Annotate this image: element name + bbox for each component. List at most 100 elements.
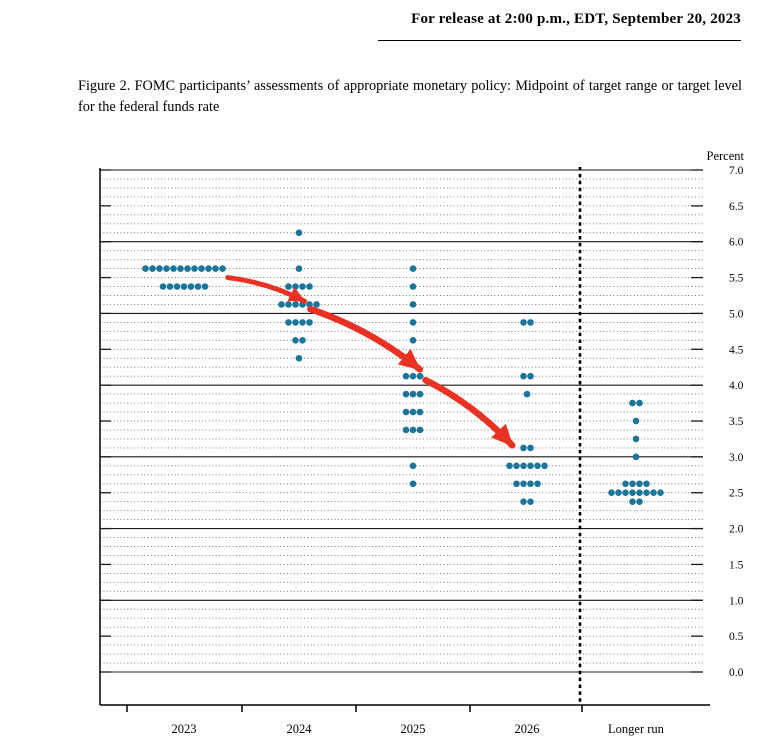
fomc-dot [295,354,303,362]
fomc-dot [212,265,219,272]
fomc-dot [636,399,643,407]
fomc-dot [285,283,292,290]
trend-arrow [225,275,308,304]
y-tick-label: 7.0 [729,165,744,177]
header-rule [378,40,741,41]
fomc-dot [629,489,636,497]
fomc-dot [402,390,410,398]
fomc-dot [416,390,424,398]
fomc-dot [409,426,417,434]
y-tick-label: 0.0 [729,667,744,679]
fomc-dot [299,337,306,344]
fomc-dot [295,265,303,272]
fomc-dot [292,319,299,326]
fomc-dot [205,265,212,272]
x-axis-label: Longer run [608,722,665,736]
y-axis-title: Percent [707,149,745,163]
fomc-dot [292,301,299,308]
fomc-dot [295,229,303,237]
fomc-dot [520,462,527,470]
fomc-dot [299,319,306,326]
fomc-dot [523,390,531,398]
fomc-dot [409,408,417,416]
fomc-dot [527,319,534,326]
fomc-dot [643,489,650,497]
fomc-dot [409,390,417,398]
fomc-dot [520,372,527,380]
fomc-dot [201,283,209,290]
fomc-dot [632,417,640,425]
fomc-dot [187,283,195,290]
y-tick-label: 4.5 [729,344,744,356]
fomc-dot [292,283,299,290]
y-tick-label: 4.0 [729,380,744,392]
fomc-dot [636,480,643,488]
y-tick-label: 1.5 [729,559,744,571]
fomc-dot [636,489,643,497]
fomc-dot [636,498,643,505]
fomc-dot [191,265,198,272]
release-header: For release at 2:00 p.m., EDT, September… [411,11,741,27]
fomc-dot [219,265,226,272]
fomc-dot [166,283,174,290]
fomc-dot [513,462,520,470]
fomc-dot [170,265,177,272]
x-axis-label: 2025 [401,722,426,736]
fomc-dot [402,372,410,380]
fomc-dot [184,265,191,272]
fomc-dot [527,462,534,470]
fomc-dot [409,283,417,290]
fomc-dot [194,283,202,290]
fomc-dot [513,480,520,488]
y-tick-label: 3.5 [729,416,744,428]
fomc-dot [527,372,534,380]
fomc-dot [409,319,417,326]
fomc-dot [622,489,629,497]
fomc-dot [520,444,527,452]
fomc-dot [650,489,657,497]
fomc-dot [629,399,636,407]
fomc-dot [506,462,513,470]
fomc-dot [409,337,417,344]
x-axis-label: 2026 [515,722,540,736]
fomc-dot [173,283,181,290]
fomc-dot [299,283,306,290]
fomc-dot [520,480,527,488]
fomc-dot [629,498,636,505]
y-tick-label: 2.0 [729,524,744,536]
fomc-dot [416,426,424,434]
y-tick-label: 2.5 [729,488,744,500]
fomc-dot [643,480,650,488]
fomc-dot [657,489,664,497]
fomc-dot [608,489,615,497]
fomc-dot [159,283,167,290]
fomc-dot [409,372,417,380]
fomc-dot [409,480,417,488]
trend-arrow [307,305,424,373]
fomc-dot [177,265,184,272]
y-tick-label: 6.0 [729,237,744,249]
x-axis-label: 2024 [287,722,313,736]
fomc-dot [409,301,417,308]
fomc-dot [534,462,541,470]
y-tick-label: 1.0 [729,595,744,607]
fomc-dot [527,444,534,452]
fomc-dot [409,462,417,470]
fomc-dot [180,283,188,290]
y-tick-label: 5.5 [729,273,744,285]
fomc-dot [632,453,640,461]
fomc-dot [292,337,299,344]
x-axis-label: 2023 [172,722,197,736]
fomc-dot [402,426,410,434]
fomc-dot [278,301,285,308]
fomc-dot [306,283,313,290]
fomc-dot [541,462,548,470]
fomc-dot [313,301,320,308]
fomc-dot [156,265,163,272]
y-tick-label: 0.5 [729,631,744,643]
trend-arrow [422,376,516,449]
fomc-dot [416,408,424,416]
fomc-dot [285,319,292,326]
